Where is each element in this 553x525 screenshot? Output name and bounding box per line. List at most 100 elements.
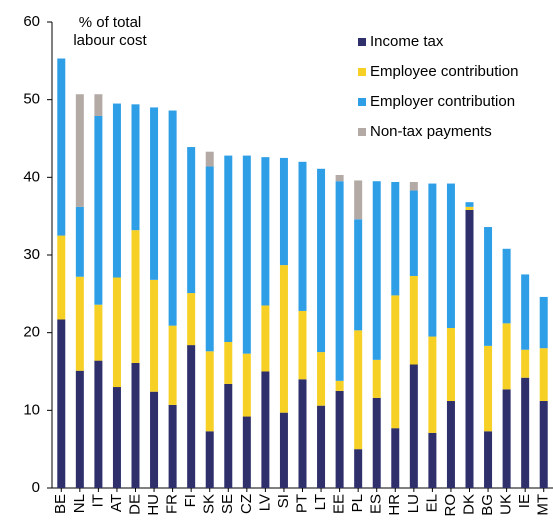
bar-segment — [298, 310, 307, 380]
bar-segment — [112, 103, 121, 278]
x-tick-label: IT — [89, 494, 106, 507]
bar-segment — [409, 275, 418, 365]
x-tick-label: HR — [386, 494, 403, 516]
bar-segment — [391, 428, 400, 488]
legend-label: Employee contribution — [370, 63, 518, 80]
x-tick-label: DK — [460, 494, 477, 515]
bar-segment — [279, 157, 288, 266]
bar-segment — [428, 183, 437, 337]
bar-segment — [521, 377, 530, 488]
bar-segment — [168, 404, 177, 488]
bar-segment — [112, 277, 121, 388]
bar-segment — [131, 104, 140, 231]
y-tick-label: 40 — [23, 168, 40, 185]
legend-marker — [358, 98, 366, 106]
bar-segment — [354, 330, 363, 450]
bar-segment — [224, 341, 233, 384]
x-tick-label: BE — [52, 494, 69, 514]
x-tick-label: PT — [293, 494, 310, 513]
bar-segment — [94, 115, 103, 305]
bar-segment — [465, 209, 474, 488]
bar-segment — [372, 181, 381, 360]
bar-segment — [391, 181, 400, 296]
x-tick-label: LV — [256, 494, 273, 511]
bar-segment — [335, 380, 344, 391]
x-tick-label: UK — [498, 494, 515, 515]
bar-segment — [279, 265, 288, 413]
bar-segment — [298, 161, 307, 311]
x-tick-label: FR — [164, 494, 181, 514]
bar-segment — [409, 181, 418, 191]
y-tick-label: 60 — [23, 13, 40, 30]
bar-segment — [94, 304, 103, 361]
bar-segment — [57, 235, 66, 320]
bar-segment — [521, 274, 530, 350]
bar-segment — [205, 151, 214, 167]
bar-segment — [224, 155, 233, 342]
x-tick-label: AT — [108, 494, 125, 512]
bar-segment — [502, 248, 511, 324]
y-tick-label: 10 — [23, 401, 40, 418]
bar-segment — [150, 107, 159, 280]
bar-segment — [187, 147, 196, 294]
bar-segment — [131, 230, 140, 363]
bar-segment — [465, 202, 474, 207]
bar-segment — [335, 175, 344, 182]
bar-segment — [372, 397, 381, 488]
bar-segment — [168, 110, 177, 326]
x-tick-label: EE — [331, 494, 348, 514]
bar-segment — [150, 279, 159, 392]
legend-marker — [358, 38, 366, 46]
y-tick-label: 30 — [23, 246, 40, 263]
x-tick-label: BG — [479, 494, 496, 516]
x-tick-label: ES — [368, 494, 385, 514]
bar-segment — [539, 296, 548, 349]
bar-segment — [391, 295, 400, 429]
bar-segment — [242, 353, 251, 417]
bar-segment — [484, 431, 493, 488]
bar-segment — [75, 370, 84, 488]
legend-label: Non-tax payments — [370, 123, 492, 140]
bar-segment — [261, 305, 270, 372]
bar-segment — [57, 58, 66, 236]
bar-segment — [317, 405, 326, 488]
x-tick-label: FI — [182, 494, 199, 507]
legend-marker — [358, 68, 366, 76]
bar-segment — [484, 345, 493, 432]
bar-segment — [446, 183, 455, 329]
bar-segment — [539, 348, 548, 402]
bar-segment — [317, 352, 326, 406]
bar-segment — [187, 293, 196, 346]
x-tick-label: LT — [312, 494, 329, 510]
legend-label: Income tax — [370, 33, 444, 50]
bar-segment — [354, 219, 363, 331]
bar-segment — [224, 383, 233, 488]
bar-segment — [75, 276, 84, 371]
x-tick-label: MT — [535, 494, 552, 516]
x-tick-label: EL — [423, 494, 440, 512]
y-tick-label: 20 — [23, 324, 40, 341]
bar-segment — [298, 379, 307, 488]
bar-segment — [335, 390, 344, 488]
legend-label: Employer contribution — [370, 93, 515, 110]
x-tick-label: HU — [145, 494, 162, 516]
bar-segment — [539, 401, 548, 488]
bar-segment — [168, 325, 177, 405]
bar-segment — [521, 349, 530, 378]
bar-segment — [75, 206, 84, 277]
bar-segment — [205, 351, 214, 432]
bar-segment — [205, 431, 214, 488]
x-tick-label: SK — [201, 494, 218, 514]
bar-segment — [205, 166, 214, 352]
y-tick-label: 0 — [32, 479, 40, 496]
x-tick-label: CZ — [238, 494, 255, 514]
bar-segment — [428, 336, 437, 433]
bar-segment — [409, 190, 418, 276]
bar-segment — [317, 168, 326, 353]
bar-segment — [112, 387, 121, 488]
bar-segment — [354, 449, 363, 488]
x-tick-label: LU — [405, 494, 422, 513]
x-tick-label: SI — [275, 494, 292, 508]
